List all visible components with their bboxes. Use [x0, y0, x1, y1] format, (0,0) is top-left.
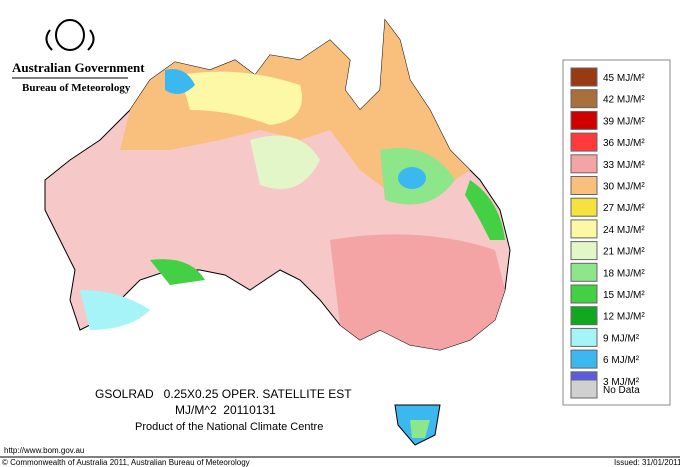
legend-swatch: [570, 349, 598, 369]
legend-swatch: [570, 89, 598, 109]
logo: [45, 19, 95, 51]
legend-swatch: [570, 306, 598, 326]
legend-label: 24 MJ/M²: [603, 225, 645, 236]
legend-label: 33 MJ/M²: [603, 160, 645, 171]
legend-label: 21 MJ/M²: [603, 247, 645, 258]
caption-line: GSOLRAD 0.25X0.25 OPER. SATELLITE EST: [95, 387, 352, 401]
footer-copyright: © Commonwealth of Australia 2011, Austra…: [2, 458, 250, 467]
legend-swatch: [570, 327, 598, 347]
footer-issued: Issued: 31/01/2011: [614, 458, 680, 467]
footer-url: http://www.bom.gov.au: [4, 446, 84, 455]
legend-label: 3 MJ/M²: [603, 377, 640, 388]
legend-label: 9 MJ/M²: [603, 333, 640, 344]
legend-swatch: [570, 132, 598, 152]
legend-items: 45 MJ/M² 42 MJ/M² 39 MJ/M² 36 MJ/M² 33 MJ/M²…: [570, 67, 645, 399]
legend-swatch: [570, 241, 598, 261]
legend-swatch: [570, 67, 598, 87]
legend-label: 45 MJ/M²: [603, 73, 645, 84]
government-name: Australian Government: [12, 60, 145, 75]
legend-label: 30 MJ/M²: [603, 182, 645, 193]
legend-swatch: [570, 176, 598, 195]
legend-label: 42 MJ/M²: [603, 95, 645, 106]
legend-swatch: [570, 154, 598, 174]
legend-swatch: [570, 197, 598, 217]
legend-label: No Data: [603, 385, 640, 396]
legend-label: 36 MJ/M²: [603, 138, 645, 149]
australia-map: [44, 18, 511, 446]
legend-swatch: [570, 379, 598, 399]
legend-swatch: [570, 219, 598, 239]
legend-label: 39 MJ/M²: [603, 116, 645, 127]
legend: 45 MJ/M² 42 MJ/M² 39 MJ/M² 36 MJ/M² 33 MJ/M²…: [562, 59, 671, 406]
legend-swatch: [570, 110, 598, 130]
legend-swatch: [570, 284, 598, 304]
legend-label: 18 MJ/M²: [603, 268, 645, 279]
caption-line: MJ/M^2 20110131: [175, 403, 276, 417]
legend-label: 6 MJ/M²: [603, 355, 640, 366]
legend-label: 27 MJ/M²: [603, 203, 645, 214]
bureau-name: Bureau of Meteorology: [22, 82, 131, 94]
legend-label: 12 MJ/M²: [603, 312, 645, 323]
caption-line: Product of the National Climate Centre: [135, 421, 323, 433]
legend-label: 15 MJ/M²: [603, 290, 645, 301]
legend-swatch: [570, 262, 598, 282]
